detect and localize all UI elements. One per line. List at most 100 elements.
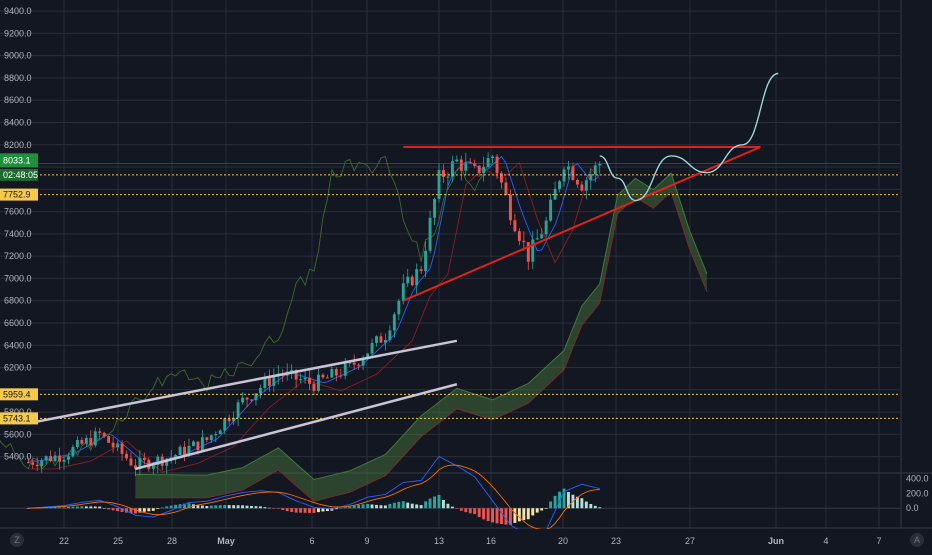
macd-histogram-bar xyxy=(142,508,146,512)
time-tick-label: 4 xyxy=(823,536,828,546)
macd-histogram-bar xyxy=(254,506,258,509)
price-tick-label: 5600.0 xyxy=(4,429,32,439)
indicator-tick-label: 0.0 xyxy=(906,503,919,513)
candle-body xyxy=(540,234,544,239)
macd-histogram-bar xyxy=(334,508,338,510)
time-tick-label: May xyxy=(217,536,235,546)
macd-histogram-bar xyxy=(317,508,320,513)
level-mid-label: 5959.4 xyxy=(3,389,31,399)
macd-histogram-bar xyxy=(500,508,503,525)
macd-histogram-bar xyxy=(508,508,512,526)
macd-histogram-bar xyxy=(491,508,495,523)
macd-histogram-bar xyxy=(165,506,169,509)
channel-lower-line xyxy=(135,383,458,471)
macd-histogram-bar xyxy=(388,503,392,509)
macd-histogram-bar xyxy=(366,503,370,509)
macd-histogram-bar xyxy=(303,508,307,513)
candle-body xyxy=(352,362,356,365)
time-tick-label: 7 xyxy=(876,536,881,546)
macd-histogram-bar xyxy=(535,508,539,513)
candle-body xyxy=(80,439,84,444)
candle-body xyxy=(62,459,66,462)
macd-histogram-bar xyxy=(575,496,579,509)
ascending-trendline xyxy=(402,146,761,302)
macd-histogram-bar xyxy=(93,506,97,509)
macd-histogram-bar xyxy=(75,506,79,509)
macd-histogram-bar xyxy=(531,508,535,516)
macd-histogram-bar xyxy=(62,507,66,509)
candle-body xyxy=(321,374,325,378)
candle-body xyxy=(156,456,160,466)
macd-histogram-bar xyxy=(553,495,557,509)
macd-histogram-bar xyxy=(464,508,468,513)
time-tick-label: 20 xyxy=(558,536,568,546)
price-tick-label: 8400.0 xyxy=(4,118,32,128)
candle-body xyxy=(339,375,343,377)
macd-histogram-bar xyxy=(540,508,544,511)
macd-histogram-bar xyxy=(205,506,209,509)
macd-histogram-bar xyxy=(58,507,61,509)
ichimoku-cloud xyxy=(135,172,708,502)
macd-histogram-bar xyxy=(263,507,267,509)
candle-body xyxy=(178,446,182,455)
macd-histogram-bar xyxy=(526,508,530,520)
indicator-tick-label: 400.0 xyxy=(906,474,929,484)
candle-body xyxy=(593,165,597,175)
candle-body xyxy=(567,166,570,170)
macd-histogram-bar xyxy=(567,492,570,509)
macd-histogram-bar xyxy=(102,508,106,509)
candle-body xyxy=(383,339,387,343)
candle-body xyxy=(482,167,486,174)
macd-histogram-bar xyxy=(156,508,160,509)
macd-histogram-bar xyxy=(486,508,490,522)
candle-body xyxy=(142,457,146,460)
macd-histogram-bar xyxy=(281,508,285,511)
macd-histogram-bar xyxy=(504,508,508,525)
candle-body xyxy=(330,368,334,378)
macd-histogram-bar xyxy=(410,503,414,509)
time-tick-label: 27 xyxy=(685,536,695,546)
candle-body xyxy=(370,342,374,354)
time-tick-label: 23 xyxy=(611,536,621,546)
macd-histogram-bar xyxy=(308,508,311,513)
cloud-span-a xyxy=(135,172,708,481)
candle-body xyxy=(562,169,566,182)
price-tick-label: 6200.0 xyxy=(4,363,32,373)
cloud-span-b xyxy=(135,190,708,502)
candle-body xyxy=(473,163,477,166)
macd-histogram-bar xyxy=(196,505,200,509)
candle-body xyxy=(169,457,173,459)
candle-body xyxy=(214,434,218,436)
macd-histogram-bar xyxy=(361,504,365,509)
candle-body xyxy=(531,239,535,262)
macd-histogram-bar xyxy=(477,508,481,518)
candle-body xyxy=(35,464,39,467)
macd-histogram-bar xyxy=(580,498,584,509)
candle-body xyxy=(455,159,459,162)
ma-slow-line xyxy=(28,161,601,473)
candle-body xyxy=(379,336,383,343)
candle-body xyxy=(361,358,365,366)
time-tick-label: 25 xyxy=(113,536,123,546)
candle-body xyxy=(392,314,396,331)
macd-line xyxy=(28,455,600,537)
corner-button-right[interactable]: A xyxy=(910,533,924,547)
candle-body xyxy=(513,220,517,232)
macd-histogram-bar xyxy=(174,504,178,509)
candle-body xyxy=(174,454,178,458)
price-tick-label: 7000.0 xyxy=(4,273,32,283)
macd-histogram-bar xyxy=(437,494,441,509)
ma-fast-line xyxy=(28,155,601,465)
candle-body xyxy=(192,441,195,447)
candle-body xyxy=(209,435,213,441)
candle-body xyxy=(544,220,548,235)
corner-button-left[interactable]: Z xyxy=(10,533,24,547)
macd-histogram-bar xyxy=(89,506,93,509)
price-tick-label: 8200.0 xyxy=(4,140,32,150)
candles xyxy=(26,152,602,476)
macd-histogram-bar xyxy=(285,508,289,512)
macd-histogram-bar xyxy=(468,508,472,514)
candle-body xyxy=(549,199,553,221)
